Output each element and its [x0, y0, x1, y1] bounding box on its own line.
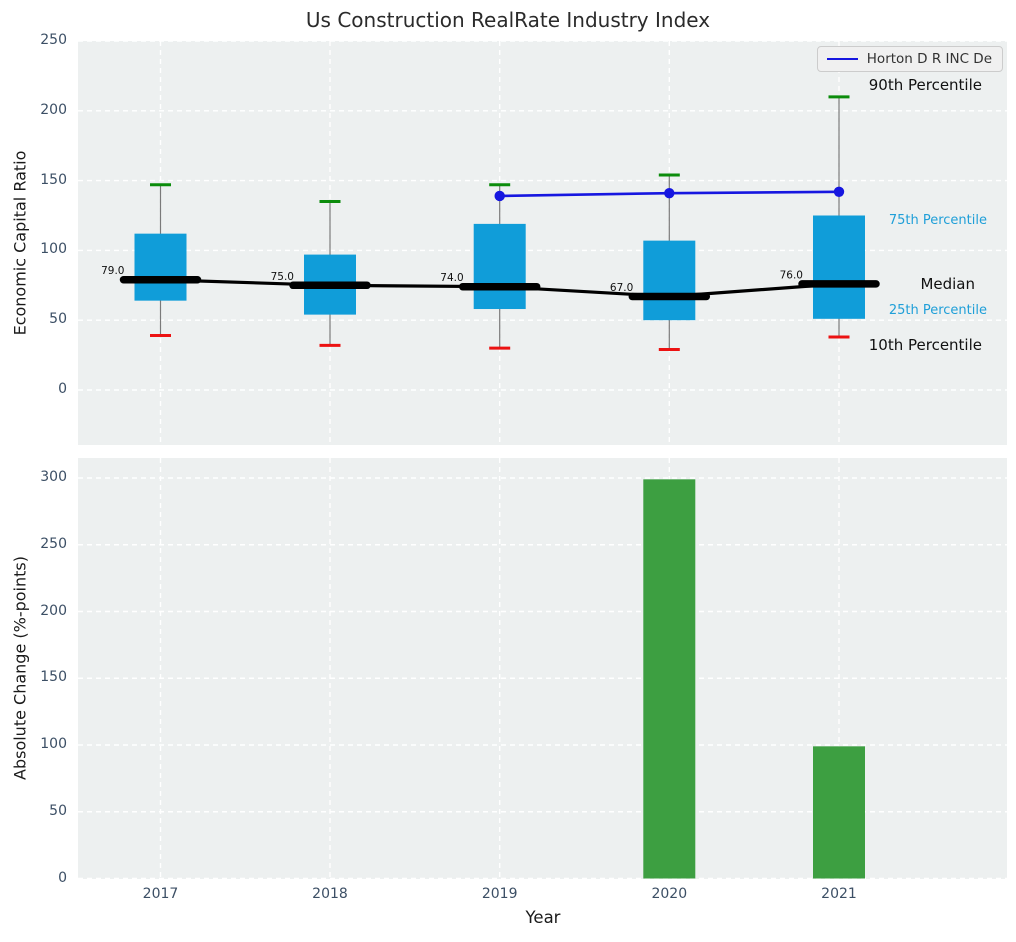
median-value-label: 79.0	[101, 265, 124, 277]
bar-2021	[813, 746, 865, 879]
annotation-90th-percentile: 90th Percentile	[868, 76, 982, 94]
company-point-2020	[664, 187, 675, 199]
x-axis-label: Year	[525, 908, 561, 927]
x-tick-2019: 2019	[481, 886, 518, 902]
y-tick-bottom-50: 50	[49, 802, 67, 819]
annotation-10th-percentile: 10th Percentile	[868, 336, 982, 354]
x-tick-2020: 2020	[651, 886, 688, 902]
y-tick-bottom-150: 150	[40, 669, 67, 686]
annotation-median: Median	[920, 274, 975, 293]
y-tick-top-50: 50	[49, 311, 67, 328]
boxplot-chart: 79.0 75.0 74.0 67.0 76.0	[78, 40, 1007, 445]
iqr-box	[473, 223, 526, 310]
gridlines	[78, 40, 1007, 445]
median-value-label: 74.0	[440, 272, 463, 284]
company-point-2021	[833, 186, 845, 197]
x-tick-2017: 2017	[142, 886, 179, 902]
y-tick-top-200: 200	[40, 101, 67, 118]
bottom-chart-panel	[78, 458, 1007, 880]
x-tick-2021: 2021	[821, 886, 857, 902]
boxplot-group-2020	[643, 173, 696, 352]
boxplot-group-2021	[813, 95, 865, 339]
y-tick-bottom-300: 300	[40, 469, 67, 485]
median-value-label: 67.0	[610, 282, 633, 294]
annotation-25th-percentile: 25th Percentile	[888, 302, 987, 318]
y-tick-top-0: 0	[58, 381, 67, 397]
iqr-box	[134, 233, 187, 301]
y-tick-top-150: 150	[40, 171, 67, 188]
bar-chart	[78, 458, 1007, 880]
top-chart-panel: 79.0 75.0 74.0 67.0 76.0 Horton D R INC De 9…	[78, 40, 1007, 445]
y-tick-top-100: 100	[40, 241, 67, 258]
gridlines	[78, 458, 1007, 880]
boxplot-group-2018	[304, 200, 356, 347]
legend-line-sample	[826, 58, 858, 60]
bar-2020	[643, 479, 696, 879]
iqr-box	[643, 240, 696, 321]
y-tick-bottom-0: 0	[58, 869, 67, 886]
boxplot-group-2019	[473, 183, 526, 350]
median-value-label: 76.0	[780, 269, 803, 281]
y-tick-bottom-100: 100	[40, 736, 67, 752]
iqr-box	[813, 215, 865, 319]
annotation-75th-percentile: 75th Percentile	[888, 213, 987, 228]
y-tick-bottom-200: 200	[40, 602, 67, 619]
legend-label: Horton D R INC De	[866, 51, 992, 67]
y-tick-top-250: 250	[40, 32, 67, 48]
company-point-2019	[494, 190, 505, 202]
y-tick-bottom-250: 250	[40, 535, 67, 552]
legend: Horton D R INC De	[816, 46, 1003, 72]
chart-title: Us Construction RealRate Industry Index	[305, 8, 711, 32]
x-tick-2018: 2018	[312, 886, 348, 902]
median-value-label: 75.0	[271, 271, 294, 283]
boxplot-group-2017	[134, 183, 187, 338]
